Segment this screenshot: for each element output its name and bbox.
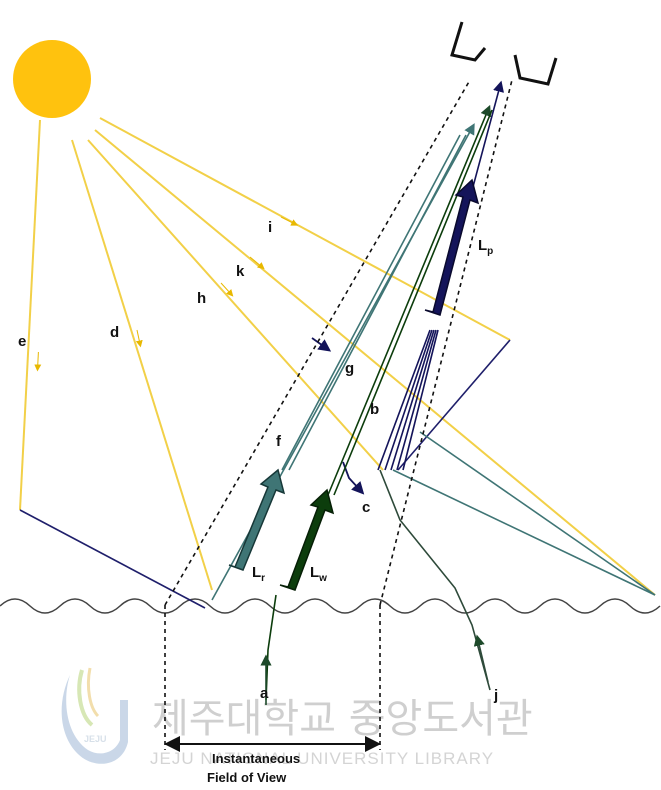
scatter-lines [19,339,511,609]
letter-labels: a b c d e f g h i j k Lr Lw Lp [18,219,498,704]
ray-i [99,117,511,341]
label-e: e [18,333,26,350]
arrow-Lr [228,468,286,571]
label-b: b [370,401,379,418]
solar-ray-arrows [34,216,299,372]
label-Lp: Lp [478,237,493,257]
ray-k [94,129,656,596]
arrow-g [311,337,332,352]
watermark: JEJU 제주대학교 중앙도서관 JEJU NATIONAL UNIVERSIT… [61,667,533,768]
label-Lr: Lr [252,564,265,584]
label-d: d [110,324,119,341]
ray-e [19,119,41,511]
sensor-icon [450,21,558,86]
library-logo-icon: JEJU [61,667,129,764]
water-surface [0,598,661,614]
fov-caption-line2: Field of View [207,770,287,785]
label-Lw: Lw [310,564,327,584]
watermark-korean: 제주대학교 중앙도서관 [152,696,533,742]
ray-h [87,139,384,471]
solar-rays [19,117,656,596]
path-j [379,469,491,691]
arrow-j [473,634,489,683]
fov-caption-line1: Instantaneous [212,751,300,766]
label-g: g [345,360,354,377]
reflected-paths [211,123,656,601]
label-a: a [260,685,269,702]
big-arrows [228,178,480,591]
label-c: c [362,499,370,516]
watermark-english: JEJU NATIONAL UNIVERSITY LIBRARY [150,749,494,768]
logo-text: JEJU [84,734,107,744]
field-of-view-lines [164,79,513,750]
label-f: f [276,433,282,450]
label-h: h [197,290,206,307]
label-k: k [236,263,245,280]
ray-d [71,139,213,591]
label-j: j [493,687,498,704]
label-i: i [268,219,272,236]
sun-icon [13,40,91,118]
arrow-Lp [424,178,480,316]
arrow-Lw [279,488,335,591]
